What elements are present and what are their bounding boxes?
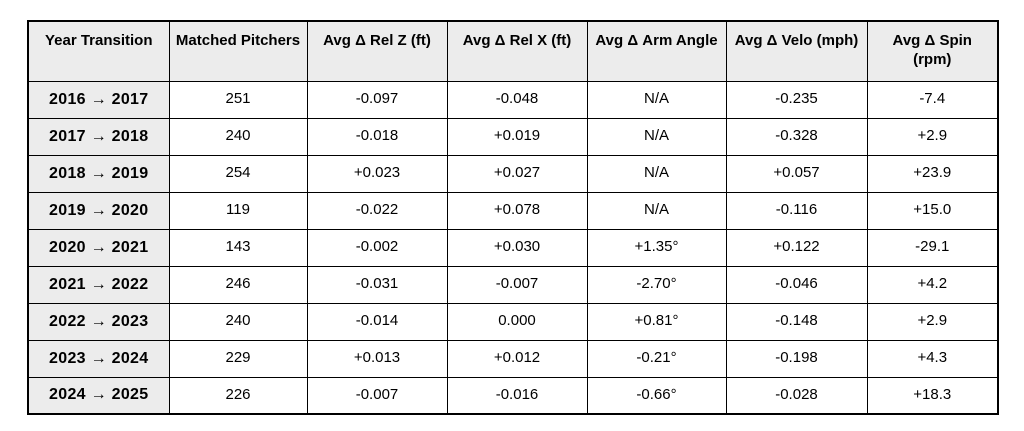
data-cell: -29.1	[866, 228, 999, 267]
data-cell: +0.057	[725, 154, 868, 193]
data-cell: -0.148	[725, 302, 868, 341]
data-cell: +0.023	[306, 154, 448, 193]
column-header: Avg Δ Rel X (ft)	[446, 20, 588, 82]
data-cell: +0.013	[306, 339, 448, 378]
data-cell: -0.046	[725, 265, 868, 304]
table-row: 2023 → 2024 229 +0.013 +0.012 -0.21° -0.198 +4…	[27, 339, 999, 378]
data-cell: -0.21°	[586, 339, 727, 378]
year-transition-cell: 2022 → 2023	[27, 302, 170, 341]
data-cell: +4.2	[866, 265, 999, 304]
data-cell: 251	[168, 80, 308, 119]
data-cell: 254	[168, 154, 308, 193]
data-cell: N/A	[586, 154, 727, 193]
data-cell: -0.235	[725, 80, 868, 119]
data-cell: +23.9	[866, 154, 999, 193]
data-cell: 119	[168, 191, 308, 230]
data-cell: 240	[168, 117, 308, 156]
year-transition-table: Year Transition Matched Pitchers Avg Δ Rel…	[27, 20, 999, 415]
data-cell: 226	[168, 376, 308, 415]
column-header: Matched Pitchers	[168, 20, 308, 82]
data-cell: +0.027	[446, 154, 588, 193]
table-row: 2022 → 2023 240 -0.014 0.000 +0.81° -0.148 +2.…	[27, 302, 999, 341]
data-cell: -0.028	[725, 376, 868, 415]
table-row: 2024 → 2025 226 -0.007 -0.016 -0.66° -0.028 +1…	[27, 376, 999, 415]
table-row: 2020 → 2021 143 -0.002 +0.030 +1.35° +0.122 -2…	[27, 228, 999, 267]
year-transition-cell: 2018 → 2019	[27, 154, 170, 193]
data-cell: -0.097	[306, 80, 448, 119]
year-transition-cell: 2023 → 2024	[27, 339, 170, 378]
data-cell: -0.031	[306, 265, 448, 304]
year-transition-cell: 2019 → 2020	[27, 191, 170, 230]
column-header: Avg Δ Arm Angle	[586, 20, 727, 82]
data-cell: -0.016	[446, 376, 588, 415]
data-cell: -0.007	[306, 376, 448, 415]
data-cell: +0.019	[446, 117, 588, 156]
data-cell: +4.3	[866, 339, 999, 378]
data-cell: 0.000	[446, 302, 588, 341]
data-cell: +2.9	[866, 302, 999, 341]
data-cell: +1.35°	[586, 228, 727, 267]
table-row: 2017 → 2018 240 -0.018 +0.019 N/A -0.328 +2.9	[27, 117, 999, 156]
data-cell: 143	[168, 228, 308, 267]
data-cell: +2.9	[866, 117, 999, 156]
year-transition-cell: 2021 → 2022	[27, 265, 170, 304]
data-cell: 229	[168, 339, 308, 378]
data-cell: -7.4	[866, 80, 999, 119]
column-header: Avg Δ Spin (rpm)	[866, 20, 999, 82]
data-cell: +0.122	[725, 228, 868, 267]
data-cell: +18.3	[866, 376, 999, 415]
data-cell: -0.328	[725, 117, 868, 156]
table-row: 2018 → 2019 254 +0.023 +0.027 N/A +0.057 +23.9	[27, 154, 999, 193]
data-cell: +0.012	[446, 339, 588, 378]
data-cell: +0.078	[446, 191, 588, 230]
data-cell: 240	[168, 302, 308, 341]
data-cell: -0.66°	[586, 376, 727, 415]
column-header: Avg Δ Velo (mph)	[725, 20, 868, 82]
data-cell: -0.014	[306, 302, 448, 341]
year-transition-table-container: Year Transition Matched Pitchers Avg Δ Rel…	[27, 20, 999, 415]
data-cell: N/A	[586, 191, 727, 230]
table-row: 2016 → 2017 251 -0.097 -0.048 N/A -0.235 -7.4	[27, 80, 999, 119]
year-transition-cell: 2024 → 2025	[27, 376, 170, 415]
data-cell: +0.81°	[586, 302, 727, 341]
data-cell: -0.007	[446, 265, 588, 304]
data-cell: -2.70°	[586, 265, 727, 304]
table-row: 2019 → 2020 119 -0.022 +0.078 N/A -0.116 +15.0	[27, 191, 999, 230]
data-cell: -0.022	[306, 191, 448, 230]
data-cell: N/A	[586, 80, 727, 119]
data-cell: -0.116	[725, 191, 868, 230]
data-cell: -0.048	[446, 80, 588, 119]
year-transition-cell: 2017 → 2018	[27, 117, 170, 156]
year-transition-cell: 2016 → 2017	[27, 80, 170, 119]
data-cell: +15.0	[866, 191, 999, 230]
data-cell: -0.018	[306, 117, 448, 156]
data-cell: -0.198	[725, 339, 868, 378]
table-body: 2016 → 2017 251 -0.097 -0.048 N/A -0.235 -7.4 2…	[27, 80, 999, 415]
table-row: 2021 → 2022 246 -0.031 -0.007 -2.70° -0.046 +4…	[27, 265, 999, 304]
column-header: Year Transition	[27, 20, 170, 82]
column-header: Avg Δ Rel Z (ft)	[306, 20, 448, 82]
data-cell: 246	[168, 265, 308, 304]
year-transition-cell: 2020 → 2021	[27, 228, 170, 267]
header-row: Year Transition Matched Pitchers Avg Δ Rel…	[27, 20, 999, 82]
data-cell: N/A	[586, 117, 727, 156]
data-cell: -0.002	[306, 228, 448, 267]
data-cell: +0.030	[446, 228, 588, 267]
